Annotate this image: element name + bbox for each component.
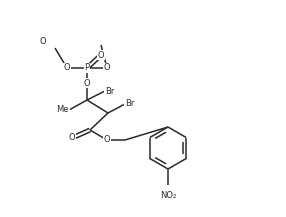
Text: Br: Br (125, 100, 134, 108)
Text: P: P (84, 64, 90, 72)
Text: O: O (98, 51, 104, 59)
Text: O: O (69, 133, 75, 143)
Text: Br: Br (105, 87, 114, 95)
Text: O: O (104, 64, 110, 72)
Text: NO₂: NO₂ (160, 191, 176, 200)
Text: O: O (39, 38, 46, 46)
Text: O: O (64, 64, 70, 72)
Text: O: O (84, 79, 90, 87)
Text: O: O (104, 135, 110, 145)
Text: Me: Me (57, 105, 69, 115)
